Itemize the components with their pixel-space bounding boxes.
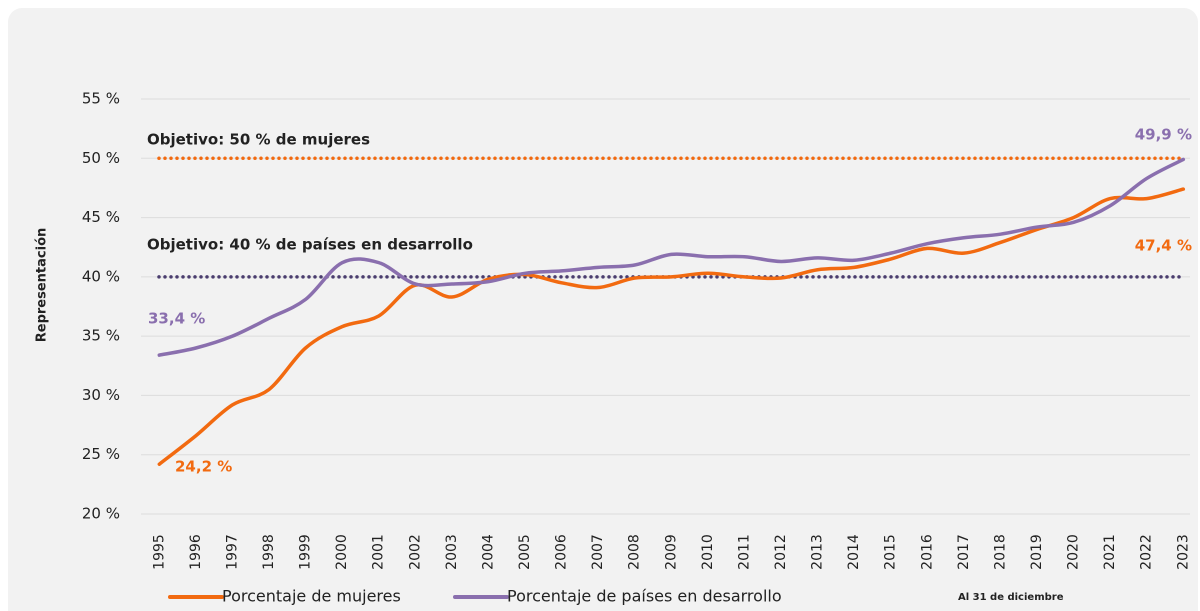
x-tick-label: 2018 [992, 534, 1008, 570]
x-tick-label: 2016 [919, 534, 935, 570]
x-tick-label: 2021 [1102, 534, 1118, 570]
reference-label: Objetivo: 40 % de países en desarrollo [147, 236, 473, 254]
x-tick-label: 2006 [554, 534, 570, 570]
y-tick-label: 40 % [82, 267, 120, 285]
y-tick-label: 35 % [82, 327, 120, 345]
legend-label: Porcentaje de países en desarrollo [507, 587, 782, 606]
x-tick-label: 2008 [627, 534, 643, 570]
y-tick-label: 45 % [82, 208, 120, 226]
y-axis-label: Representación [35, 228, 50, 343]
series-line [157, 157, 1186, 357]
x-tick-label: 2001 [371, 534, 387, 570]
x-tick-label: 1999 [298, 534, 314, 570]
x-tick-label: 1997 [224, 534, 240, 570]
x-tick-label: 2005 [517, 534, 533, 570]
x-tick-label: 2003 [444, 534, 460, 570]
x-tick-label: 2011 [736, 534, 752, 570]
series-line [157, 187, 1186, 466]
x-tick-label: 2015 [883, 534, 899, 570]
legend-label: Porcentaje de mujeres [222, 587, 401, 606]
data-label: 24,2 % [175, 458, 232, 476]
x-tick-label: 1998 [261, 534, 277, 570]
y-tick-label: 30 % [82, 386, 120, 404]
x-tick-label: 2007 [590, 534, 606, 570]
data-label: 33,4 % [148, 310, 205, 328]
x-tick-label: 2023 [1175, 534, 1191, 570]
reference-label: Objetivo: 50 % de mujeres [147, 131, 370, 149]
x-tick-label: 2017 [956, 534, 972, 570]
y-tick-label: 50 % [82, 149, 120, 167]
y-tick-label: 55 % [82, 90, 120, 108]
x-tick-label: 2012 [773, 534, 789, 570]
x-tick-label: 2009 [663, 534, 679, 570]
x-tick-label: 2013 [810, 534, 826, 570]
x-tick-label: 1995 [151, 534, 167, 570]
x-tick-label: 2000 [334, 534, 350, 570]
x-tick-label: 2010 [700, 534, 716, 570]
x-tick-label: 2019 [1029, 534, 1045, 570]
x-tick-label: 2022 [1139, 534, 1155, 570]
y-tick-label: 20 % [82, 505, 120, 523]
data-label: 49,9 % [1135, 126, 1192, 144]
x-tick-label: 2020 [1066, 534, 1082, 570]
x-tick-label: 2014 [846, 534, 862, 570]
x-tick-label: 2004 [480, 534, 496, 570]
footnote: Al 31 de diciembre [958, 592, 1064, 603]
data-label: 47,4 % [1135, 237, 1192, 255]
x-tick-label: 1996 [188, 534, 204, 570]
y-tick-label: 25 % [82, 445, 120, 463]
x-tick-label: 2002 [407, 534, 423, 570]
